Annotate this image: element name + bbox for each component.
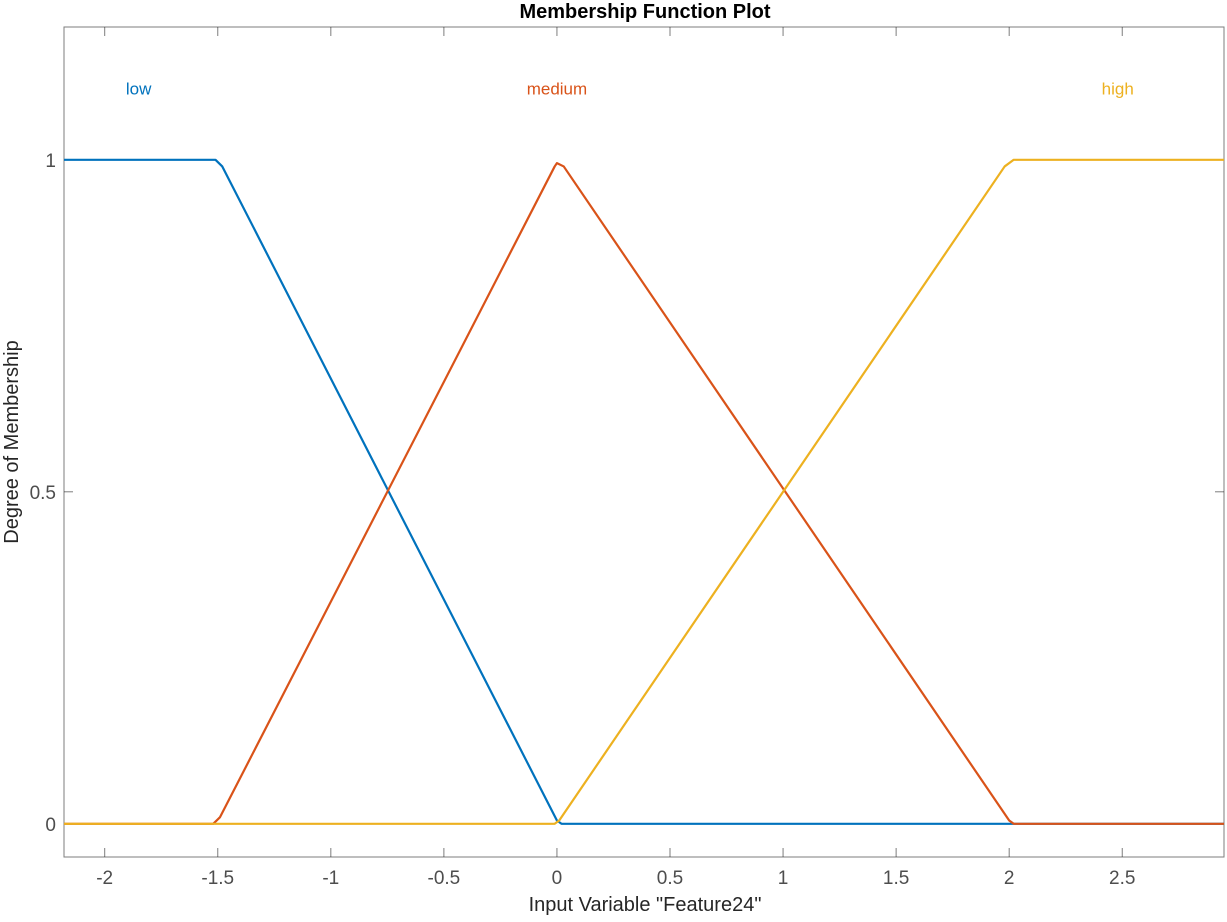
x-tick-label: -2 — [96, 868, 113, 889]
series-line-low — [64, 158, 1224, 825]
plot-area-box — [63, 26, 1225, 858]
x-tick-label: 2.5 — [1109, 868, 1135, 889]
series-label-low: low — [126, 80, 152, 99]
x-tick-label: -1 — [322, 868, 339, 889]
x-tick-label: -1.5 — [201, 868, 234, 889]
series-label-medium: medium — [527, 80, 587, 99]
series-label-high: high — [1102, 80, 1134, 99]
y-tick-label: 0 — [45, 815, 56, 836]
y-tick-label: 1 — [45, 151, 56, 172]
y-axis-title: Degree of Membership — [1, 340, 23, 543]
x-tick-label: 1 — [778, 868, 789, 889]
x-tick-label: -0.5 — [428, 868, 461, 889]
x-tick-label: 1.5 — [883, 868, 909, 889]
series-line-high — [64, 158, 1224, 825]
y-tick-label: 0.5 — [30, 483, 56, 504]
chart-title: Membership Function Plot — [519, 1, 770, 23]
x-axis-title: Input Variable "Feature24" — [529, 894, 762, 916]
series-line-medium — [64, 162, 1224, 825]
ticks-layer: -2 -1.5 -1 -0.5 0 0.5 1 1.5 2 2.5 0 0.5 1 — [30, 27, 1224, 889]
x-tick-label: 0.5 — [657, 868, 683, 889]
series-layer — [64, 158, 1224, 825]
x-tick-label: 0 — [552, 868, 563, 889]
series-labels-layer: low medium high — [126, 80, 1134, 99]
x-tick-label: 2 — [1004, 868, 1015, 889]
